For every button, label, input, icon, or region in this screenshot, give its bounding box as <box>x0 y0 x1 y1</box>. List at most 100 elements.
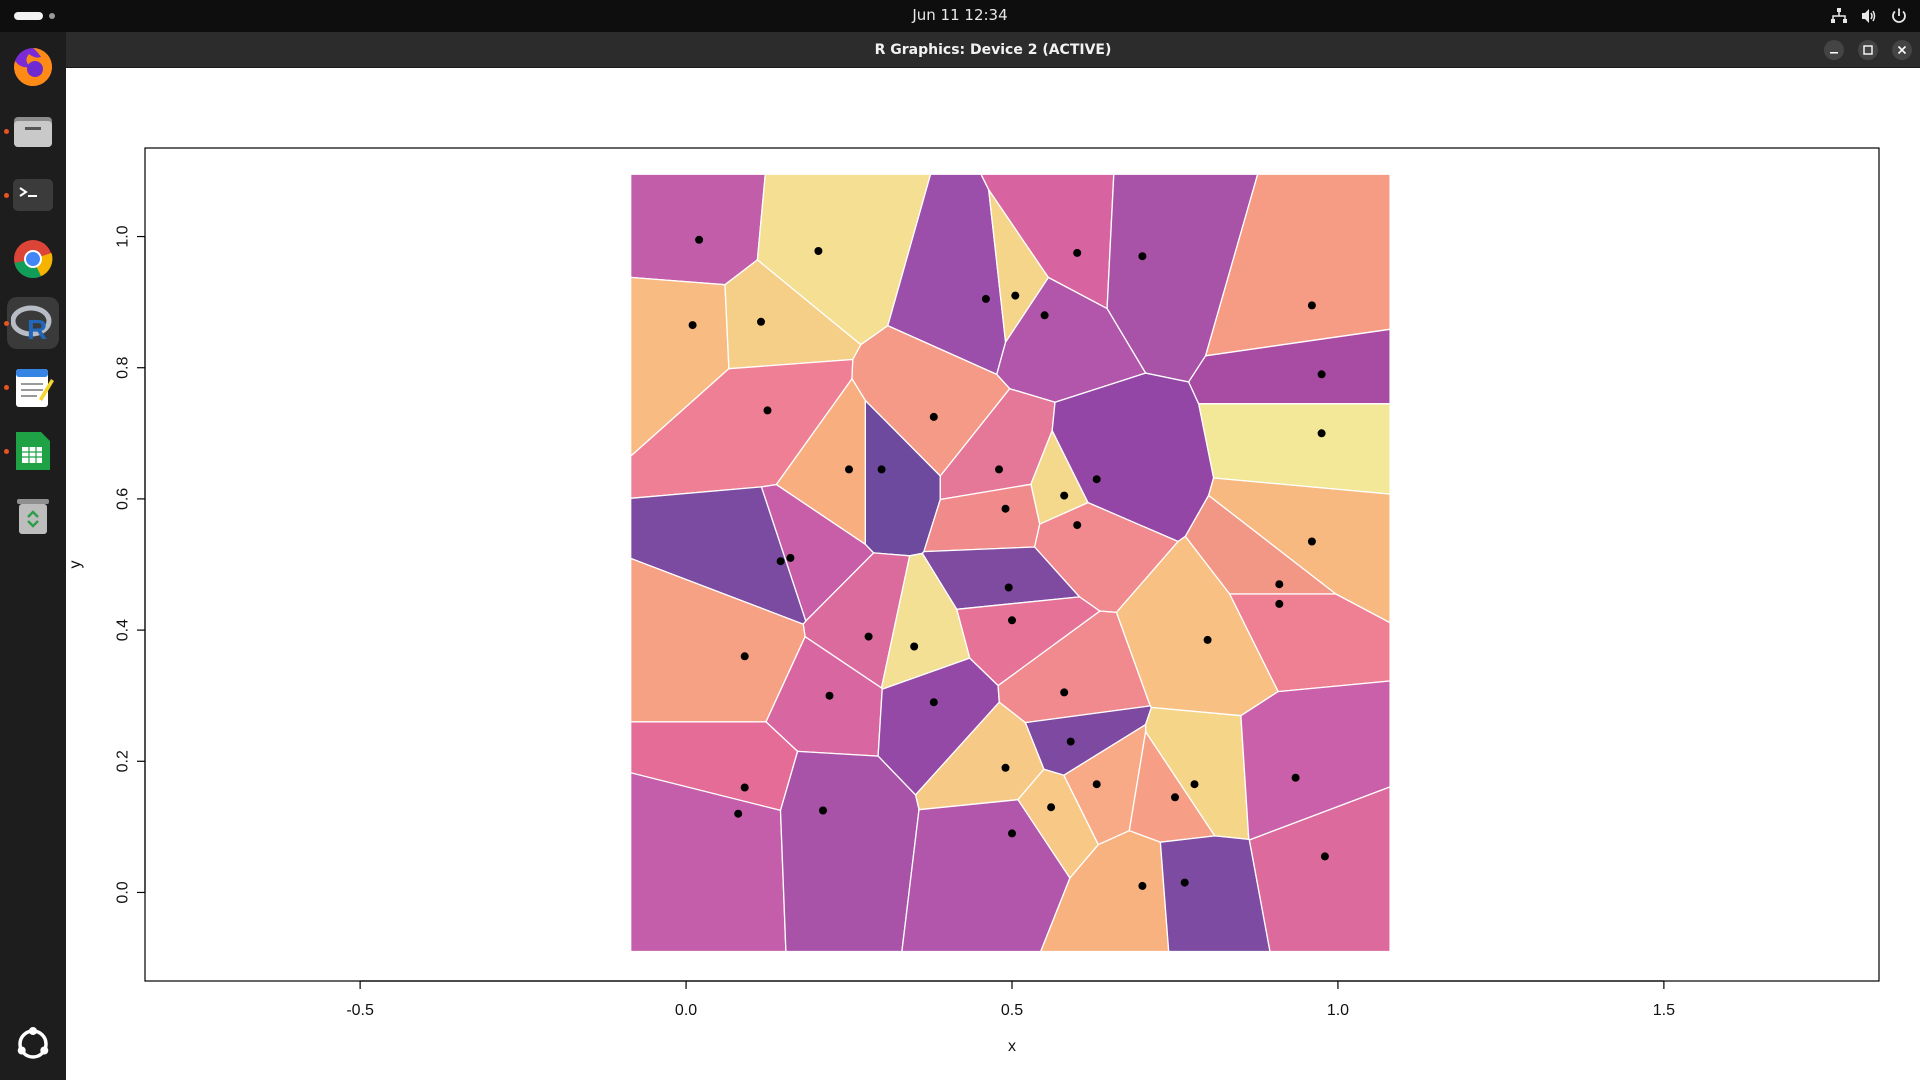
voronoi-cell <box>1248 785 1391 953</box>
data-point <box>1171 793 1179 802</box>
volume-icon[interactable] <box>1860 7 1878 25</box>
data-point <box>763 406 772 415</box>
y-tick-label: 0.4 <box>115 619 132 641</box>
data-point <box>1203 635 1212 644</box>
data-point <box>757 317 765 326</box>
data-point <box>910 642 919 651</box>
data-point <box>740 652 749 661</box>
x-axis: -0.5 0.0 0.5 1.0 1.5 <box>346 980 1675 1019</box>
x-tick-label: -0.5 <box>346 1002 374 1019</box>
running-indicator <box>4 449 9 454</box>
data-point <box>1073 521 1082 530</box>
seed-points <box>688 235 1329 890</box>
running-indicator <box>4 385 9 390</box>
window-title: R Graphics: Device 2 (ACTIVE) <box>874 42 1112 58</box>
system-tray[interactable] <box>1830 7 1908 25</box>
y-axis-label: y <box>67 561 84 569</box>
close-icon <box>1897 45 1907 55</box>
data-point <box>1001 763 1010 772</box>
data-point <box>995 465 1003 474</box>
voronoi-plot: -0.5 0.0 0.5 1.0 1.5 0.0 0.2 0.4 0.6 0.8 1.0 x y <box>67 147 1880 1055</box>
r-icon: R <box>11 305 52 345</box>
maximize-button[interactable] <box>1858 40 1878 60</box>
x-tick-label: 0.5 <box>1001 1002 1023 1019</box>
data-point <box>981 294 990 303</box>
ubuntu-apps-icon <box>17 1027 49 1059</box>
network-icon[interactable] <box>1830 7 1848 25</box>
plot-area: -0.5 0.0 0.5 1.0 1.5 0.0 0.2 0.4 0.6 0.8 1.0 x y <box>66 68 1920 1080</box>
dock: R <box>0 32 66 1080</box>
close-button[interactable] <box>1892 40 1912 60</box>
data-point <box>1008 829 1016 838</box>
chrome-launcher[interactable] <box>7 233 59 285</box>
data-point <box>1317 370 1326 379</box>
r-launcher[interactable]: R <box>7 297 59 349</box>
data-point <box>929 412 938 421</box>
data-point <box>1060 491 1069 500</box>
trash-launcher[interactable] <box>7 489 59 541</box>
files-launcher[interactable] <box>7 105 59 157</box>
trash-icon <box>17 499 49 534</box>
data-point <box>1180 878 1189 887</box>
data-point <box>1073 248 1082 257</box>
data-point <box>1307 537 1316 546</box>
chrome-icon <box>14 240 53 279</box>
data-point <box>786 553 795 562</box>
data-point <box>734 809 743 818</box>
voronoi-cell <box>901 799 1071 953</box>
data-point <box>1307 301 1316 310</box>
data-point <box>1004 583 1013 592</box>
workspace-indicator <box>49 13 55 19</box>
spreadsheet-icon <box>16 432 50 470</box>
r-graphics-window: R Graphics: Device 2 (ACTIVE) -0.5 0.0 0.5… <box>66 32 1920 1080</box>
data-point <box>864 632 873 641</box>
activities-button[interactable] <box>14 12 60 20</box>
y-tick-label: 0.0 <box>115 881 132 903</box>
data-point <box>825 691 834 700</box>
y-tick-label: 0.6 <box>115 488 132 510</box>
minimize-button[interactable] <box>1824 40 1844 60</box>
data-point <box>1047 803 1056 812</box>
svg-text:R: R <box>27 314 47 345</box>
data-point <box>1291 773 1300 782</box>
data-point <box>1320 852 1329 861</box>
data-point <box>845 465 853 474</box>
data-point <box>776 557 785 566</box>
y-tick-label: 0.8 <box>115 357 132 379</box>
x-tick-label: 1.5 <box>1653 1002 1675 1019</box>
firefox-launcher[interactable] <box>7 41 59 93</box>
running-indicator <box>4 321 9 326</box>
clock[interactable]: Jun 11 12:34 <box>912 6 1008 24</box>
y-axis: 0.0 0.2 0.4 0.6 0.8 1.0 <box>115 225 146 904</box>
data-point <box>1040 311 1049 320</box>
running-indicator <box>4 129 9 134</box>
minimize-icon <box>1830 52 1838 54</box>
data-point <box>814 247 823 255</box>
data-point <box>1066 737 1075 746</box>
x-tick-label: 0.0 <box>675 1002 697 1019</box>
power-icon[interactable] <box>1890 7 1908 25</box>
terminal-launcher[interactable] <box>7 169 59 221</box>
firefox-icon <box>14 47 53 86</box>
window-titlebar[interactable]: R Graphics: Device 2 (ACTIVE) <box>66 32 1920 68</box>
workspace-indicator-active <box>14 12 43 20</box>
spreadsheet-launcher[interactable] <box>7 425 59 477</box>
data-point <box>740 783 749 792</box>
data-point <box>929 698 938 707</box>
data-point <box>1275 580 1284 589</box>
data-point <box>877 465 886 474</box>
data-point <box>1060 688 1069 697</box>
data-point <box>1008 616 1016 625</box>
data-point <box>1092 780 1101 789</box>
data-point <box>1138 881 1147 890</box>
voronoi-cells <box>630 173 1391 953</box>
folder-icon <box>14 117 52 147</box>
y-tick-label: 0.2 <box>115 750 132 772</box>
terminal-icon <box>13 179 53 211</box>
apps-grid-launcher[interactable] <box>7 1018 59 1070</box>
x-axis-label: x <box>1008 1038 1016 1055</box>
text-editor-launcher[interactable] <box>7 361 59 413</box>
data-point <box>1001 504 1010 513</box>
data-point <box>1317 429 1326 438</box>
data-point <box>1190 780 1199 789</box>
